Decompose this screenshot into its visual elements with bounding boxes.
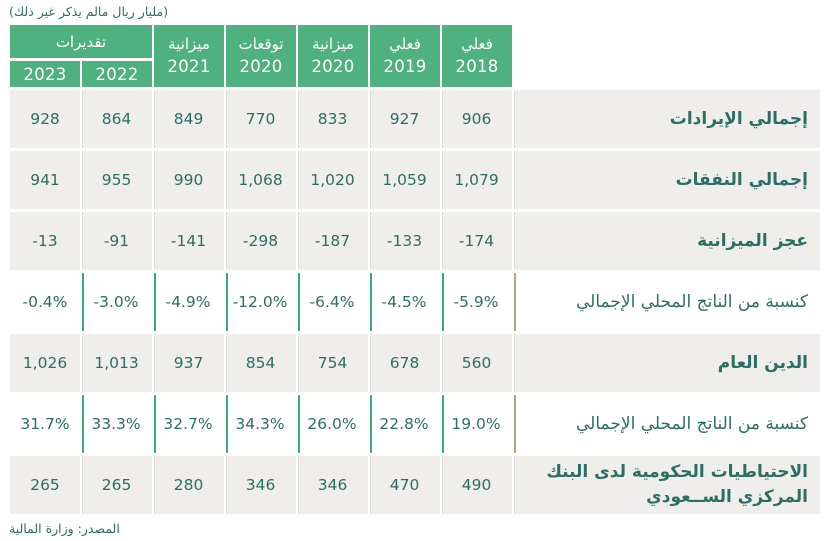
value-cell: 955 [82,151,153,209]
column-type-label: ميزانية [312,34,354,53]
column-header-budget-2020: ميزانية 2020 [298,25,369,87]
value-cell: -187 [298,212,369,270]
column-year-label: 2020 [239,56,283,76]
row-label: كنسبة من الناتج المحلي الإجمالي [514,273,821,331]
row-label: الاحتياطيات الحكومية لدى البنك المركزي ا… [514,456,821,514]
value-cell: -4.5% [370,273,441,331]
table-row-government-reserves: الاحتياطيات الحكومية لدى البنك المركزي ا… [10,456,821,514]
column-year-2022: 2022 [82,61,153,87]
table-row-total-expenditures: إجمالي النفقات 1,079 1,059 1,020 1,068 9… [10,151,821,209]
value-cell: 1,013 [82,334,153,392]
column-header-actual-2018: فعلي 2018 [442,25,513,87]
value-cell: 33.3% [82,395,153,453]
value-cell: 490 [442,456,513,514]
table-row-total-revenues: إجمالي الإيرادات 906 927 833 770 849 864… [10,90,821,148]
table-row-budget-deficit: عجز الميزانية -174 -133 -187 -298 -141 -… [10,212,821,270]
value-cell: 927 [370,90,441,148]
value-cell: 1,026 [10,334,81,392]
column-type-label: ميزانية [168,34,210,53]
value-cell: -4.9% [154,273,225,331]
value-cell: 833 [298,90,369,148]
value-cell: -6.4% [298,273,369,331]
column-type-label: فعلي [389,34,421,53]
value-cell: 470 [370,456,441,514]
value-cell: 34.3% [226,395,297,453]
table-row-public-debt: الدين العام 560 678 754 854 937 1,013 1,… [10,334,821,392]
value-cell: 928 [10,90,81,148]
value-cell: -141 [154,212,225,270]
value-cell: -13 [10,212,81,270]
row-label: كنسبة من الناتج المحلي الإجمالي [514,395,821,453]
value-cell: 265 [10,456,81,514]
unit-note: (مليار ريال مالم يذكر غير ذلك) [9,4,169,19]
row-label: إجمالي الإيرادات [514,90,821,148]
value-cell: 1,079 [442,151,513,209]
row-label: الدين العام [514,334,821,392]
value-cell: -3.0% [82,273,153,331]
value-cell: 19.0% [442,395,513,453]
value-cell: 941 [10,151,81,209]
value-cell: 560 [442,334,513,392]
value-cell: -133 [370,212,441,270]
value-cell: 754 [298,334,369,392]
value-cell: -5.9% [442,273,513,331]
value-cell: 265 [82,456,153,514]
source-note: المصدر: وزارة المالية [9,521,120,536]
value-cell: 678 [370,334,441,392]
value-cell: 1,059 [370,151,441,209]
value-cell: 346 [298,456,369,514]
value-cell: 906 [442,90,513,148]
column-header-actual-2019: فعلي 2019 [370,25,441,87]
value-cell: 31.7% [10,395,81,453]
column-type-label: توقعات [238,34,284,53]
value-cell: -174 [442,212,513,270]
table-row-debt-pct-gdp: كنسبة من الناتج المحلي الإجمالي 19.0% 22… [10,395,821,453]
value-cell: 864 [82,90,153,148]
value-cell: 1,020 [298,151,369,209]
row-label: إجمالي النفقات [514,151,821,209]
value-cell: -91 [82,212,153,270]
value-cell: 990 [154,151,225,209]
value-cell: 770 [226,90,297,148]
budget-table: فعلي 2018 فعلي 2019 ميزانية 2020 توقعات … [8,22,822,517]
value-cell: 346 [226,456,297,514]
table-row-deficit-pct-gdp: كنسبة من الناتج المحلي الإجمالي -5.9% -4… [10,273,821,331]
table-body: إجمالي الإيرادات 906 927 833 770 849 864… [10,90,821,514]
column-year-label: 2019 [383,56,427,76]
row-label: عجز الميزانية [514,212,821,270]
value-cell: 937 [154,334,225,392]
value-cell: -0.4% [10,273,81,331]
column-group-header-estimates: تقديرات [10,25,153,58]
value-cell: 849 [154,90,225,148]
column-type-label: فعلي [461,34,493,53]
value-cell: 32.7% [154,395,225,453]
value-cell: 26.0% [298,395,369,453]
value-cell: -12.0% [226,273,297,331]
table-header: فعلي 2018 فعلي 2019 ميزانية 2020 توقعات … [10,25,820,87]
value-cell: 280 [154,456,225,514]
column-header-budget-2021: ميزانية 2021 [154,25,225,87]
value-cell: 1,068 [226,151,297,209]
column-year-label: 2018 [455,56,499,76]
value-cell: 22.8% [370,395,441,453]
label-column-header [514,25,820,87]
column-header-expected-2020: توقعات 2020 [226,25,297,87]
value-cell: -298 [226,212,297,270]
column-year-label: 2021 [167,56,211,76]
column-year-label: 2020 [311,56,355,76]
column-year-2023: 2023 [10,61,81,87]
value-cell: 854 [226,334,297,392]
